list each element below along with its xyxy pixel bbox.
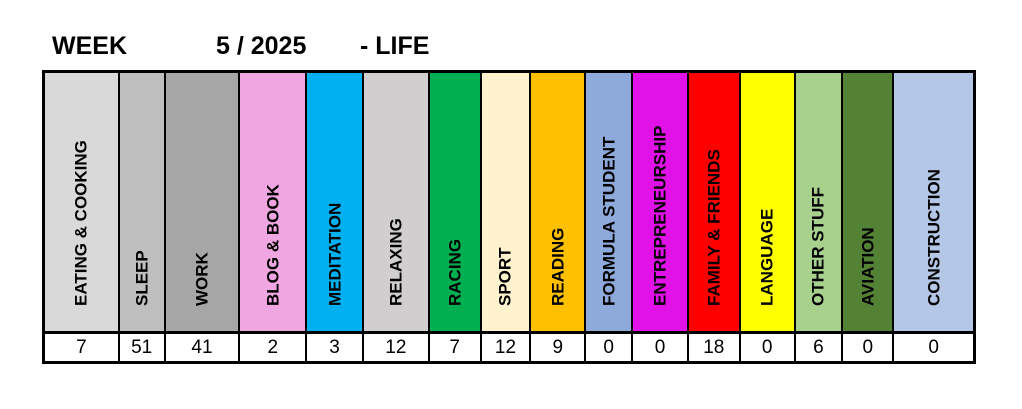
category-label: RACING [445,238,465,306]
category-value-blog-and-book: 2 [240,334,308,361]
category-value-sport: 12 [482,334,532,361]
category-value-aviation: 0 [843,334,895,361]
category-header-row: EATING & COOKING SLEEP WORK BLOG & BOOK MEDI… [45,73,973,331]
category-value-work: 41 [166,334,241,361]
category-label: AVIATION [858,227,878,306]
category-header-racing: RACING [429,73,482,331]
category-label: FORMULA STUDENT [599,136,619,306]
category-label: RELAXING [386,218,406,306]
category-header-formula-student: FORMULA STUDENT [586,73,634,331]
category-label: MEDITATION [325,202,345,306]
category-label: LANGUAGE [757,208,777,306]
category-header-work: WORK [165,73,241,331]
category-label: BLOG & BOOK [263,184,283,306]
category-header-eating-and-cooking: EATING & COOKING [45,73,120,331]
category-value-racing: 7 [430,334,482,361]
category-value-relaxing: 12 [364,334,430,361]
title-suffix: - LIFE [360,32,430,60]
category-label: FAMILY & FRIENDS [704,149,724,306]
category-header-aviation: AVIATION [843,73,895,331]
category-value-meditation: 3 [307,334,364,361]
category-value-row: 7 51 41 2 3 12 7 12 9 0 0 18 0 6 0 0 [45,331,973,361]
week-label: WEEK [52,32,127,60]
category-header-relaxing: RELAXING [363,73,430,331]
category-label: OTHER STUFF [808,187,828,306]
category-value-construction: 0 [928,336,939,358]
category-value-entrepreneurship: 0 [633,334,689,361]
category-label: CONSTRUCTION [924,169,944,306]
week-number: 5 / 2025 [216,32,307,60]
category-value-reading: 9 [531,334,587,361]
category-value-other-stuff: 6 [796,334,844,361]
category-header-blog-and-book: BLOG & BOOK [240,73,308,331]
category-header-sport: SPORT [481,73,532,331]
category-header-construction: CONSTRUCTION [894,73,973,331]
category-value-formula-student: 0 [586,334,634,361]
category-label: SPORT [495,247,515,306]
category-value-family-and-friends: 18 [689,334,741,361]
category-header-family-and-friends: FAMILY & FRIENDS [688,73,741,331]
category-header-sleep: SLEEP [119,73,166,331]
category-value-sleep: 51 [120,334,166,361]
category-header-other-stuff: OTHER STUFF [795,73,844,331]
category-label: WORK [192,252,212,306]
category-label: READING [548,227,568,306]
category-label: ENTREPRENEURSHIP [650,125,670,306]
category-value-eating-and-cooking: 7 [45,334,120,361]
category-value-language: 0 [741,334,796,361]
category-header-reading: READING [531,73,587,331]
weekly-time-table: EATING & COOKING SLEEP WORK BLOG & BOOK MEDI… [42,70,976,364]
category-header-language: LANGUAGE [740,73,796,331]
category-header-meditation: MEDITATION [307,73,364,331]
category-label: EATING & COOKING [71,140,91,306]
category-label: SLEEP [132,250,152,306]
category-header-entrepreneurship: ENTREPRENEURSHIP [633,73,689,331]
